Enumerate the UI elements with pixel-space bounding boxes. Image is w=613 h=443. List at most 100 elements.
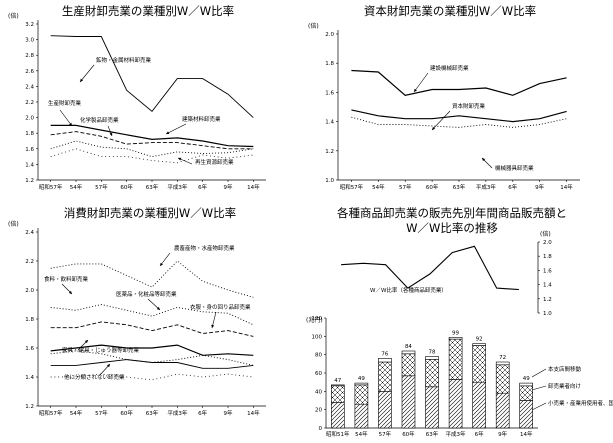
annotation-arrow [59,109,73,127]
bar-total-label: 84 [405,344,412,350]
x-tick-label: 60年 [120,409,133,417]
x-tick-label: 57年 [95,409,108,417]
bar-segment [495,392,510,429]
series-line [50,140,254,158]
y-tick-label: 2.4 [25,230,34,236]
x-tick-label: 昭和57年 [340,183,364,191]
line-chart-3: 消費財卸売業の業種別W／W比率 (倍) 1.2 1.4 1.6 1.8 2.0 2.2 2.4 昭… [8,206,266,417]
series-annotation: 農畜産物・水産物卸売業 [174,244,235,252]
annotation-arrowhead [84,340,88,344]
y-tick-label: 1.6 [25,147,34,153]
series-line [50,35,254,118]
series-line [50,321,254,337]
y2-tick-label: 1.0 [543,311,552,317]
bar-segment [472,381,486,429]
bar-segment [330,385,345,403]
y2-unit-label: (倍) [540,230,551,238]
chart-title-line2: W／W比率の推移 [406,221,498,235]
bar-total-label: 49 [523,376,530,382]
bar-total-label: 99 [452,330,459,336]
y-tick-label: 1.2 [325,149,334,155]
x-tick-label: 54年 [355,430,368,438]
bar-segment [425,358,439,388]
x-tick-label: 54年 [70,183,83,191]
x-tick-label: 57年 [399,183,412,191]
series-annotation: 衣服・身の回り品卸売業 [190,303,251,311]
annotation-arrow [531,385,547,391]
y-unit-label: (倍) [308,22,319,30]
y-tick-label: 1.6 [25,346,34,352]
annotation-arrowhead [414,88,417,92]
series-annotation: 家具・建具・じゅう器等卸売業 [62,346,140,354]
y-tick-label: 2.2 [25,259,34,265]
y2-tick-label: 1.6 [543,268,552,274]
x-tick-label: 14年 [560,183,573,191]
y-tick-label: 2.0 [25,116,34,122]
y-tick-label: 3.0 [25,38,34,44]
y-tick-label: 2.8 [25,53,34,59]
y-unit-label: (兆円) [306,316,323,324]
y-tick-label: 2.4 [25,84,34,90]
annotation-arrow [531,368,547,378]
annotation-arrow [431,110,451,131]
x-tick-label: 57年 [95,183,108,191]
annotation-arrowhead [482,158,486,162]
x-tick-label: 平成3年 [167,183,187,191]
annotation-arrowhead [69,122,72,126]
x-tick-label: 平成3年 [167,409,187,417]
y2-tick-label: 1.8 [543,254,552,260]
annotation-arrow [531,402,547,411]
y-tick-label: 2.2 [25,100,34,106]
x-tick-label: 14年 [520,430,533,438]
y-tick-label: 60 [315,371,322,377]
y-tick-label: 1.8 [25,131,34,137]
x-tick-label: 14年 [247,183,260,191]
x-tick-label: 昭和57年 [39,183,63,191]
bar-segment [448,379,463,429]
annotation-arrowhead [211,324,215,328]
series-line [50,359,254,369]
bar-segment [519,385,534,401]
bar-annotation: 小売業・産業用使用者、国外(輸出)、消費者向け [548,399,613,407]
series-annotation: 建設機械卸売業 [430,64,469,72]
y-tick-label: 2.6 [25,69,34,75]
bar-total-label: 92 [476,337,483,343]
x-tick-label: 54年 [70,409,83,417]
bar-segment [330,384,345,387]
y-tick-label: 20 [315,408,322,414]
x-tick-label: 平成3年 [476,183,496,191]
bar-segment [519,400,534,429]
annotation-arrow [79,64,95,83]
series-line [50,124,254,148]
bar-segment [495,364,510,394]
y-unit-label: (倍) [8,12,19,20]
series-annotation: 建築材料卸売業 [182,115,221,123]
series-annotation: 他に分類されない卸売業 [64,373,125,381]
annotation-arrowhead [432,126,436,130]
line-chart-2: 資本財卸売業の業種別W／W比率 (倍) 1.0 1.2 1.4 1.6 1.8 2.0 昭和57… [308,4,580,191]
y-tick-label: 1.2 [25,404,34,410]
y-tick-label: 1.4 [25,162,34,168]
annotation-arrowhead [160,262,164,266]
bar-segment [354,403,369,429]
series-line [351,109,567,123]
bar-segment [425,356,439,360]
annotation-arrowhead [166,131,170,134]
bar-total-label: 47 [334,378,341,384]
y-tick-label: 3.2 [25,22,34,28]
bar-total-label: 78 [429,350,436,356]
bar-segment [330,401,345,429]
bar-segment [448,336,463,340]
y-tick-label: 1.8 [25,317,34,323]
bar-annotation: 本支店間移動 [548,365,582,373]
x-tick-label: 63年 [426,430,439,438]
y-tick-label: 0 [319,426,323,432]
annotation-arrowhead [109,132,113,136]
y-tick-label: 1.8 [325,61,334,67]
y2-tick-label: 2.0 [543,240,552,246]
series-line [50,344,254,356]
bar-segment [378,357,392,363]
series-annotation: 生産財卸売業 [48,99,82,107]
chart-title: 生産財卸売業の業種別W／W比率 [62,4,234,18]
x-tick-label: 60年 [120,183,133,191]
